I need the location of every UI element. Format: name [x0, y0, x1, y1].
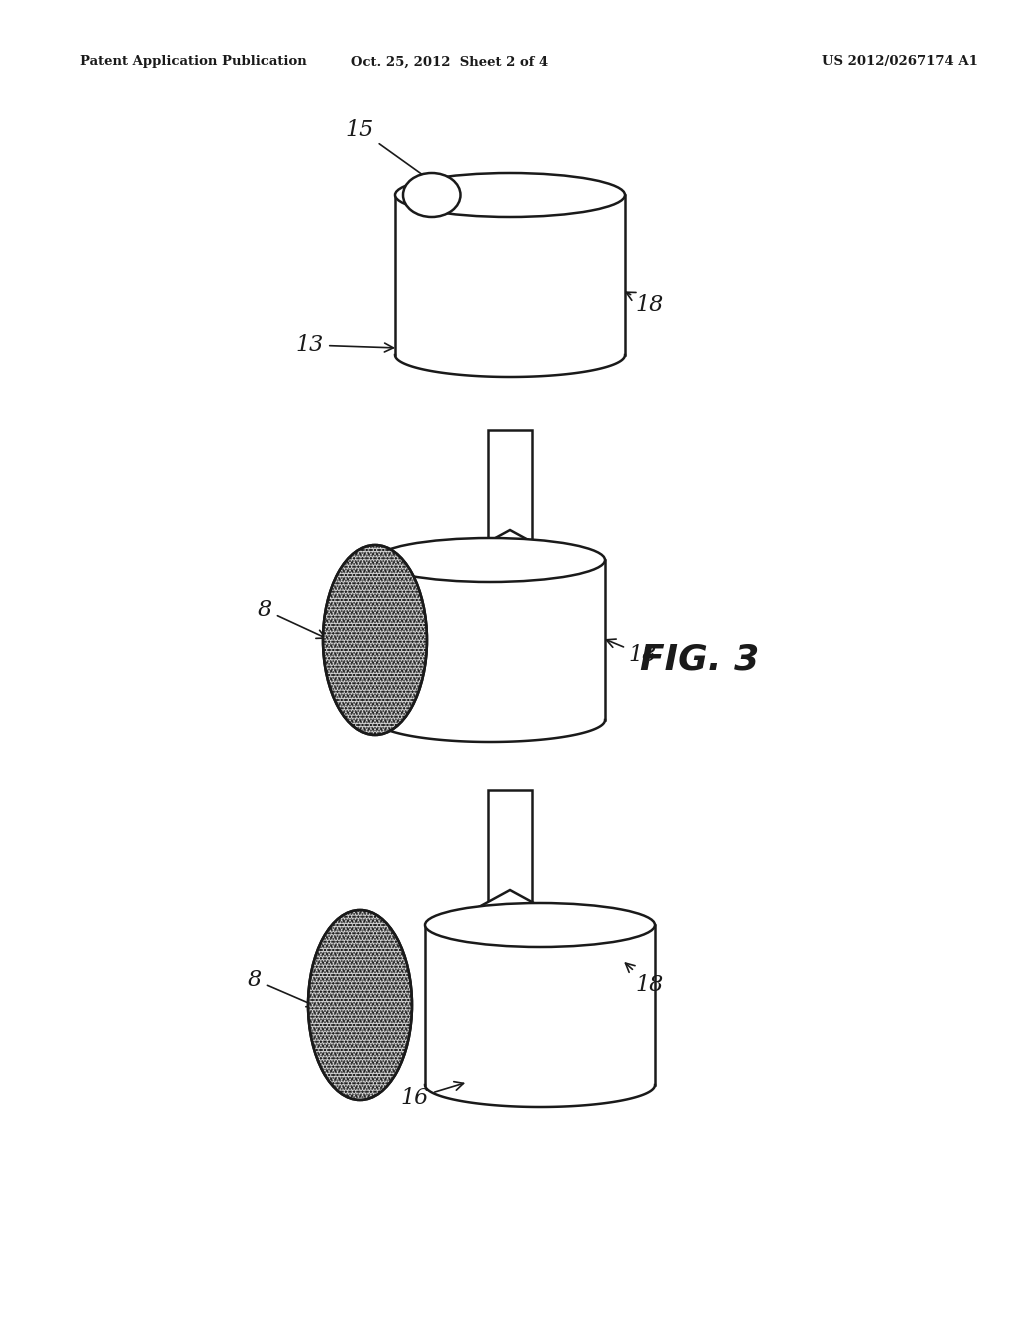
Text: 18: 18 — [606, 639, 657, 667]
Polygon shape — [488, 430, 532, 560]
Polygon shape — [395, 195, 625, 355]
Text: Oct. 25, 2012  Sheet 2 of 4: Oct. 25, 2012 Sheet 2 of 4 — [351, 55, 549, 69]
Polygon shape — [375, 560, 605, 719]
Ellipse shape — [403, 173, 461, 216]
Ellipse shape — [375, 539, 605, 582]
Text: 18: 18 — [626, 292, 665, 315]
Text: 8: 8 — [258, 599, 326, 639]
Ellipse shape — [425, 903, 655, 946]
Ellipse shape — [308, 909, 412, 1100]
Text: 15: 15 — [346, 119, 444, 190]
Polygon shape — [455, 890, 565, 920]
Text: US 2012/0267174 A1: US 2012/0267174 A1 — [822, 55, 978, 69]
Text: 13: 13 — [296, 334, 393, 356]
Ellipse shape — [395, 333, 625, 378]
Ellipse shape — [375, 698, 605, 742]
Ellipse shape — [425, 1063, 655, 1107]
Text: 16: 16 — [400, 1081, 464, 1109]
Text: 8: 8 — [248, 969, 315, 1007]
Text: Patent Application Publication: Patent Application Publication — [80, 55, 307, 69]
Ellipse shape — [395, 173, 625, 216]
Polygon shape — [425, 925, 655, 1085]
Text: 18: 18 — [626, 964, 665, 997]
Polygon shape — [455, 531, 565, 560]
Polygon shape — [488, 789, 532, 920]
Ellipse shape — [323, 545, 427, 735]
Text: FIG. 3: FIG. 3 — [640, 643, 760, 677]
